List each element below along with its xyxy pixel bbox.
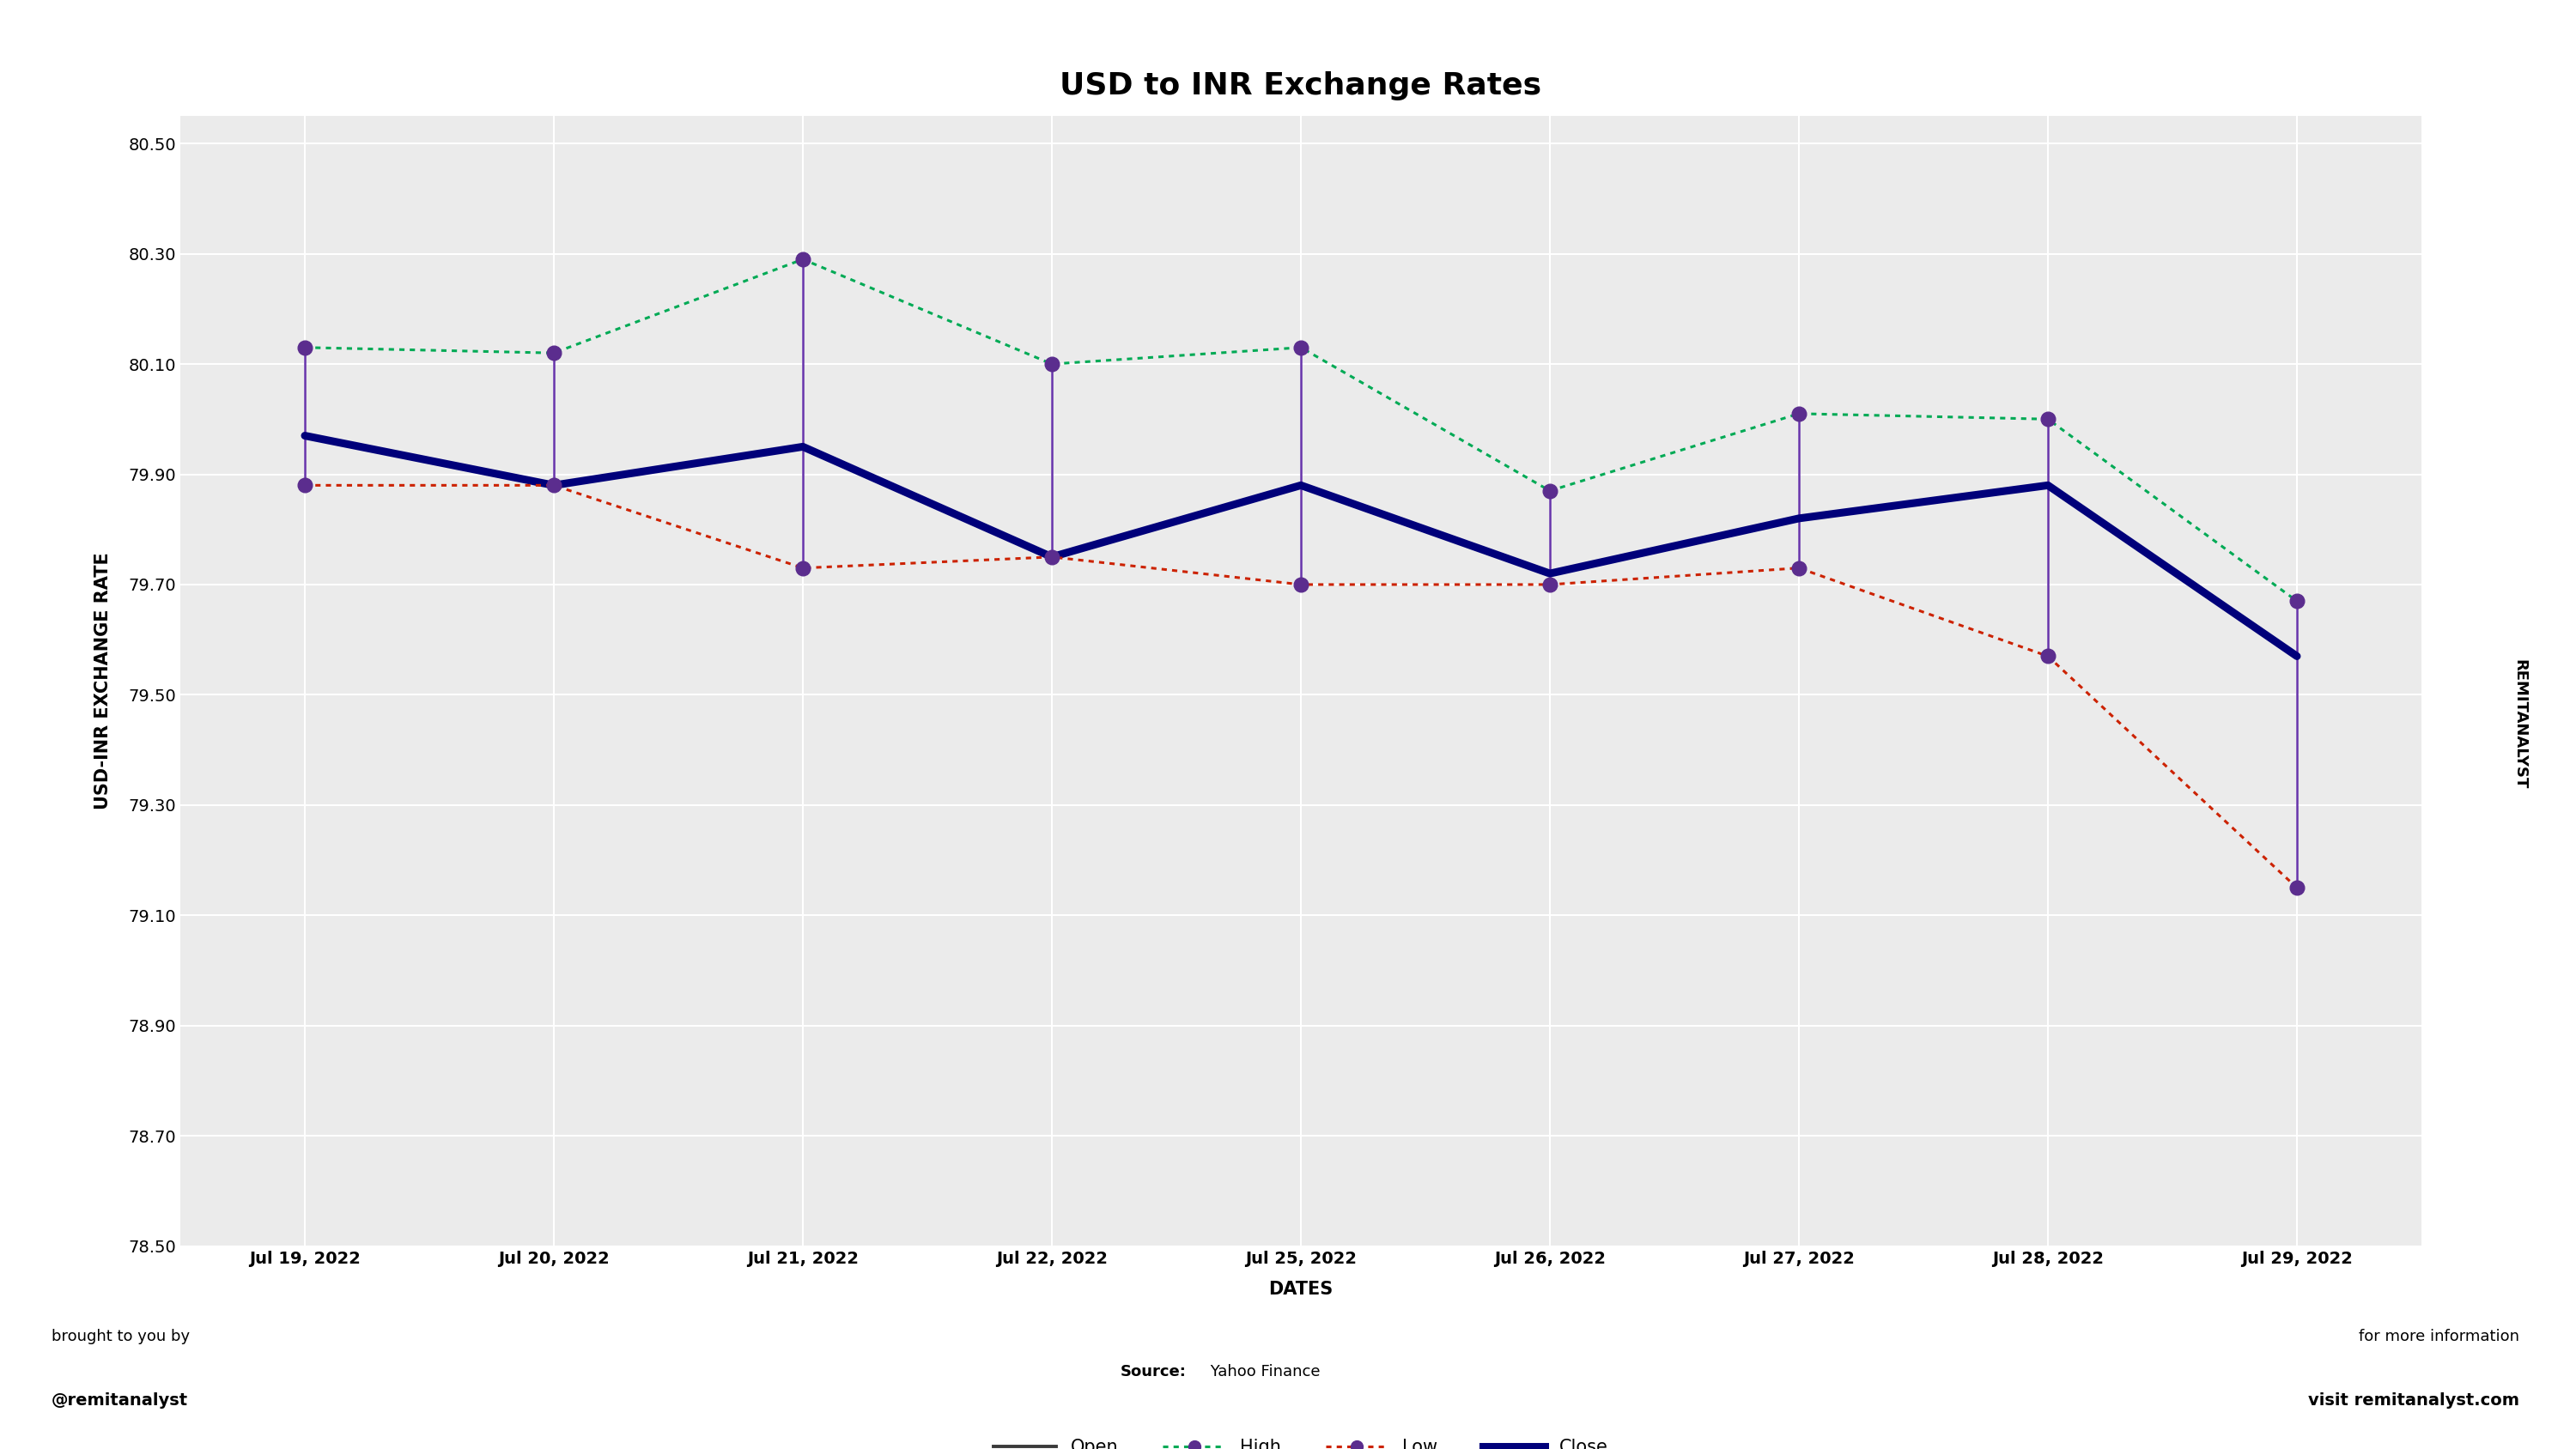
Low xyxy=(289,477,319,494)
High xyxy=(289,339,319,356)
Low xyxy=(1535,575,1566,593)
Open xyxy=(1036,548,1066,565)
High xyxy=(2282,593,2313,610)
Low xyxy=(2032,648,2063,665)
X-axis label: DATES: DATES xyxy=(1267,1281,1334,1298)
Low xyxy=(788,559,819,577)
Legend: Open, High, Low, Close: Open, High, Low, Close xyxy=(987,1432,1615,1449)
Close xyxy=(2282,648,2313,665)
High xyxy=(1036,355,1066,372)
Open xyxy=(1535,565,1566,582)
Text: Yahoo Finance: Yahoo Finance xyxy=(1206,1364,1319,1379)
Text: brought to you by: brought to you by xyxy=(52,1329,191,1345)
Close xyxy=(538,477,569,494)
Close xyxy=(1535,565,1566,582)
Low xyxy=(1285,575,1316,593)
Text: for more information: for more information xyxy=(2360,1329,2519,1345)
Y-axis label: USD-INR EXCHANGE RATE: USD-INR EXCHANGE RATE xyxy=(95,552,111,810)
Low xyxy=(1783,559,1814,577)
Open xyxy=(1783,510,1814,527)
Text: REMITANALYST: REMITANALYST xyxy=(2512,659,2527,790)
Open xyxy=(788,438,819,455)
Open xyxy=(2282,648,2313,665)
Low xyxy=(2282,880,2313,897)
Close xyxy=(2032,477,2063,494)
Close xyxy=(788,438,819,455)
Close xyxy=(1285,477,1316,494)
Line: Close: Close xyxy=(304,436,2298,656)
High xyxy=(788,251,819,268)
Open xyxy=(538,477,569,494)
High xyxy=(1535,483,1566,500)
Low xyxy=(1036,548,1066,565)
High xyxy=(1285,339,1316,356)
Text: Source:: Source: xyxy=(1121,1364,1188,1379)
Close xyxy=(1783,510,1814,527)
Text: @remitanalyst: @remitanalyst xyxy=(52,1392,188,1408)
Title: USD to INR Exchange Rates: USD to INR Exchange Rates xyxy=(1059,71,1543,100)
Open xyxy=(289,427,319,445)
Line: High: High xyxy=(299,252,2303,609)
Close xyxy=(289,427,319,445)
High xyxy=(538,345,569,362)
Open xyxy=(1285,477,1316,494)
Low xyxy=(538,477,569,494)
Open xyxy=(2032,477,2063,494)
Close xyxy=(1036,548,1066,565)
Line: Low: Low xyxy=(299,478,2303,895)
High xyxy=(2032,410,2063,427)
Text: visit remitanalyst.com: visit remitanalyst.com xyxy=(2308,1392,2519,1408)
High xyxy=(1783,404,1814,422)
Line: Open: Open xyxy=(304,436,2298,656)
